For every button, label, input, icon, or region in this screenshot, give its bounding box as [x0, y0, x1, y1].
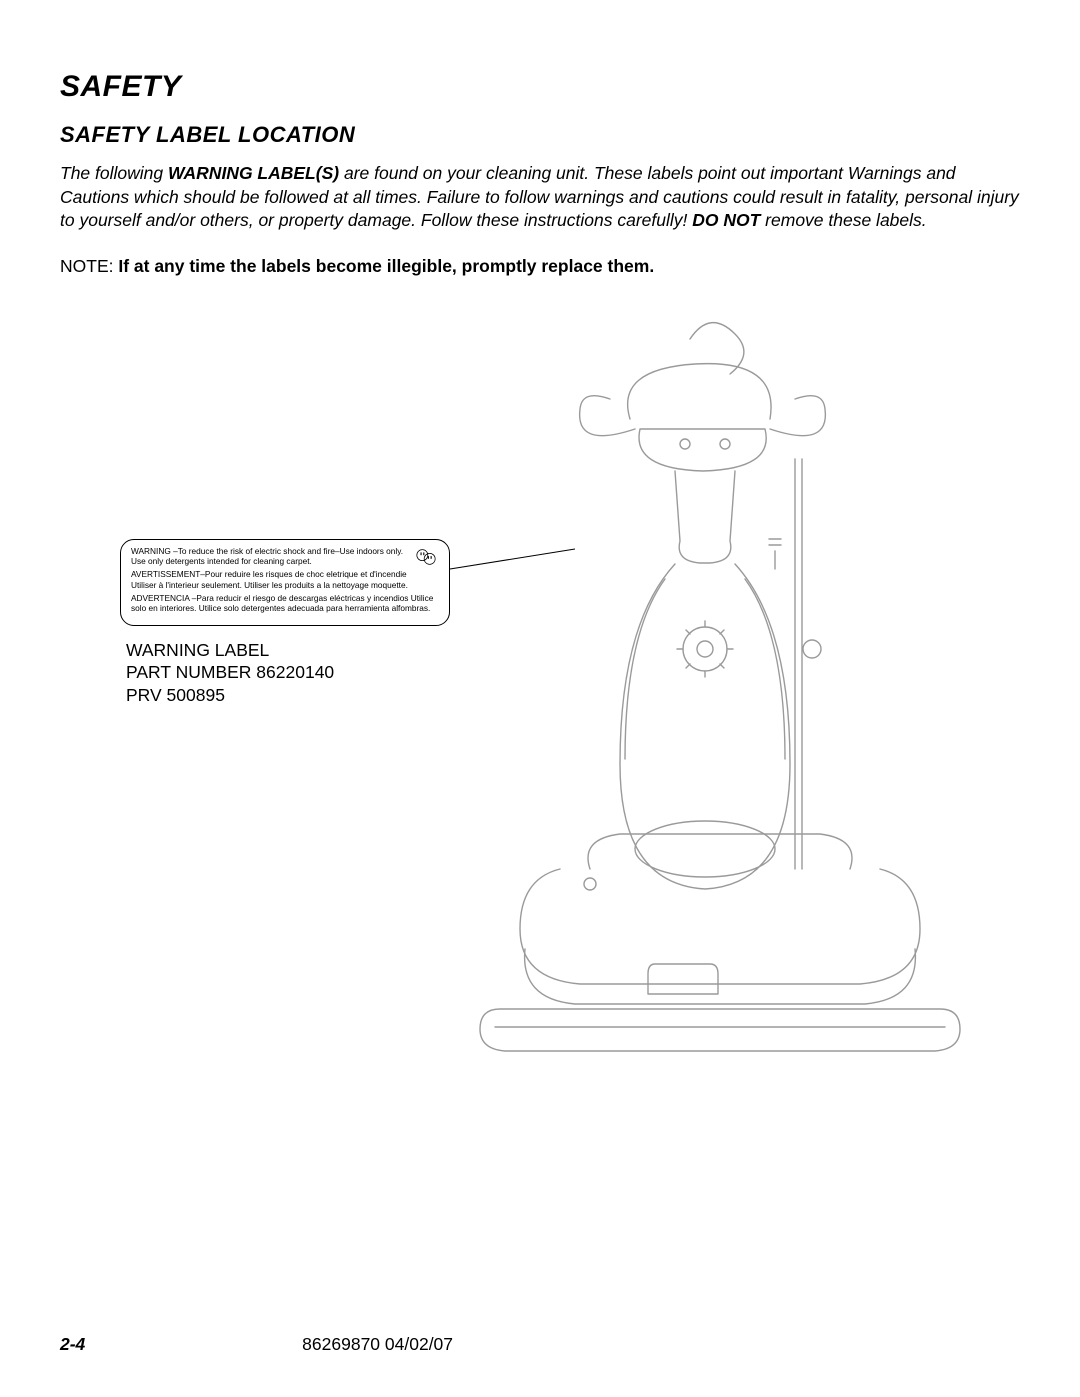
label-caption-l1: WARNING LABEL: [126, 639, 334, 662]
warning-label-box: WARNING –To reduce the risk of electric …: [120, 539, 450, 626]
page-number: 2-4: [60, 1334, 85, 1354]
warning-label-es: ADVERTENCIA –Para reducir el riesgo de d…: [131, 593, 439, 614]
intro-bold-2: DO NOT: [692, 210, 760, 230]
section-title: SAFETY: [60, 70, 1020, 104]
page-footer: 2-4 86269870 04/02/07: [60, 1334, 1020, 1355]
label-caption-l3: PRV 500895: [126, 684, 334, 707]
intro-lead: The following: [60, 163, 168, 183]
label-caption-l2: PART NUMBER 86220140: [126, 661, 334, 684]
intro-bold-1: WARNING LABEL(S): [168, 163, 339, 183]
label-caption: WARNING LABEL PART NUMBER 86220140 PRV 5…: [126, 639, 334, 707]
doc-number-date: 86269870 04/02/07: [302, 1334, 453, 1355]
warning-label-fr: AVERTISSEMENT–Pour reduire les risques d…: [131, 569, 439, 590]
device-illustration: [440, 309, 1000, 1069]
note-prefix: NOTE:: [60, 256, 118, 276]
plug-icon: [413, 546, 439, 570]
subsection-title: SAFETY LABEL LOCATION: [60, 122, 1020, 148]
note-paragraph: NOTE: If at any time the labels become i…: [60, 255, 1020, 279]
warning-label-en: WARNING –To reduce the risk of electric …: [131, 546, 439, 567]
note-bold: If at any time the labels become illegib…: [118, 256, 654, 276]
figure-area: WARNING –To reduce the risk of electric …: [60, 319, 1020, 1139]
intro-tail: remove these labels.: [760, 210, 926, 230]
page: SAFETY SAFETY LABEL LOCATION The followi…: [0, 0, 1080, 1397]
intro-paragraph: The following WARNING LABEL(S) are found…: [60, 162, 1020, 233]
